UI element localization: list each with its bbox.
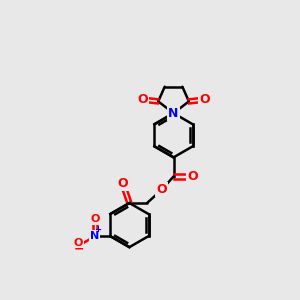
Text: O: O: [90, 214, 100, 224]
Text: O: O: [117, 177, 128, 190]
Text: O: O: [157, 183, 167, 196]
Text: N: N: [90, 231, 100, 241]
Text: N: N: [168, 107, 179, 120]
Text: O: O: [199, 93, 210, 106]
Text: −: −: [73, 243, 84, 256]
Text: O: O: [137, 93, 148, 106]
Text: O: O: [188, 170, 198, 183]
Text: O: O: [74, 238, 83, 248]
Text: +: +: [94, 225, 101, 234]
